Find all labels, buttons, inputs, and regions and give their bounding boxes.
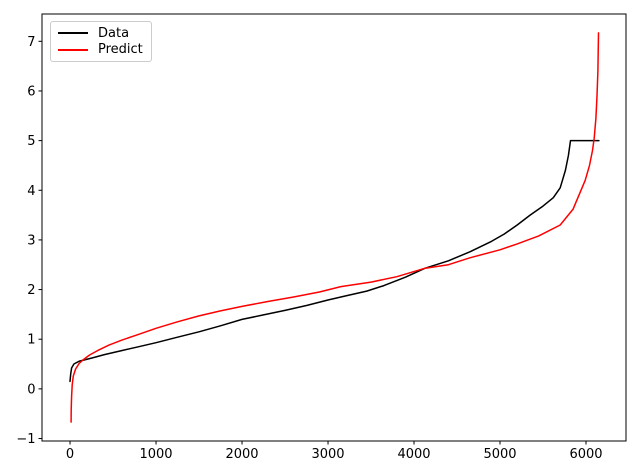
legend-label-predict: Predict bbox=[98, 42, 143, 58]
y-axis-tick-label: 6 bbox=[27, 84, 35, 99]
y-axis-tick-label: 5 bbox=[27, 134, 35, 149]
data-series-line bbox=[69, 139, 600, 383]
y-axis-tick-label: −1 bbox=[16, 432, 35, 447]
legend-line-sample-data bbox=[58, 32, 88, 35]
y-axis-tick-label: 7 bbox=[27, 35, 35, 50]
y-axis-tick-label: 2 bbox=[27, 283, 35, 298]
x-axis-tick-label: 4000 bbox=[397, 447, 430, 462]
legend: Data Predict bbox=[50, 21, 152, 62]
x-axis-tick-label: 3000 bbox=[311, 447, 344, 462]
x-axis-tick-label: 0 bbox=[66, 447, 74, 462]
y-axis-tick-label: 1 bbox=[27, 333, 35, 348]
legend-label-data: Data bbox=[98, 25, 130, 41]
y-axis-tick-label: 4 bbox=[27, 184, 35, 199]
x-axis-tick-label: 6000 bbox=[569, 447, 602, 462]
x-axis-tick-label: 1000 bbox=[139, 447, 172, 462]
legend-item-predict: Predict bbox=[58, 42, 147, 59]
legend-item-data: Data bbox=[58, 25, 147, 42]
axes-spines bbox=[41, 13, 627, 442]
predict-series-line bbox=[70, 32, 600, 423]
y-axis-tick-label: 3 bbox=[27, 233, 35, 248]
x-axis-tick-label: 5000 bbox=[483, 447, 516, 462]
y-axis-tick-label: 0 bbox=[27, 382, 35, 397]
x-axis-tick-label: 2000 bbox=[225, 447, 258, 462]
legend-line-sample-predict bbox=[58, 48, 88, 51]
